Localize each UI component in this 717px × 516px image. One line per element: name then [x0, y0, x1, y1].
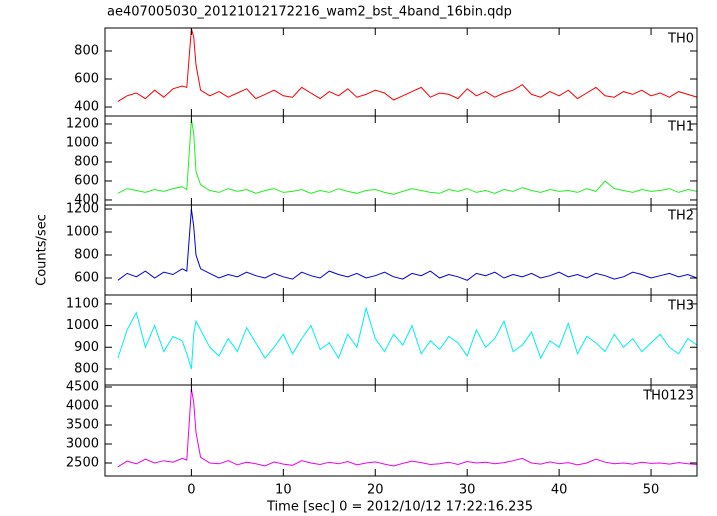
panel-frame [104, 384, 698, 477]
x-tick-label: 0 [187, 483, 195, 498]
chart-title: ae407005030_20121012172216_wam2_bst_4ban… [107, 5, 512, 20]
data-line [117, 388, 697, 468]
y-tick-label: 2500 [66, 456, 99, 471]
y-tick-label: 1000 [66, 225, 99, 240]
y-tick-label: 3000 [66, 437, 99, 452]
y-tick-label: 3500 [66, 418, 99, 433]
panel-label: TH0123 [642, 389, 694, 404]
y-tick-label: 800 [74, 43, 99, 58]
x-tick-label: 40 [551, 483, 568, 498]
y-tick-label: 600 [74, 72, 99, 87]
y-tick-label: 400 [74, 192, 99, 207]
data-line [117, 208, 697, 281]
data-line [117, 306, 697, 370]
panel-label: TH0 [667, 32, 694, 47]
y-tick-label: 4500 [66, 380, 99, 395]
y-axis-label: Counts/sec [35, 214, 50, 286]
y-tick-label: 1100 [66, 296, 99, 311]
y-tick-label: 600 [74, 270, 99, 285]
panel-label: TH3 [667, 299, 694, 314]
x-tick-label: 10 [275, 483, 292, 498]
y-tick-label: 600 [74, 173, 99, 188]
x-tick-label: 50 [643, 483, 660, 498]
y-tick-label: 800 [74, 154, 99, 169]
y-tick-label: 800 [74, 248, 99, 263]
x-tick-label: 20 [367, 483, 384, 498]
panel-label: TH2 [667, 209, 694, 224]
y-tick-label: 1000 [66, 135, 99, 150]
y-tick-label: 400 [74, 100, 99, 115]
y-tick-label: 900 [74, 340, 99, 355]
panel-label: TH1 [667, 120, 694, 135]
data-line [117, 28, 697, 102]
y-tick-label: 4000 [66, 399, 99, 414]
y-tick-label: 1200 [66, 116, 99, 131]
panel-frame [104, 204, 698, 296]
x-axis-label: Time [sec] 0 = 2012/10/12 17:22:16.235 [266, 500, 533, 515]
y-tick-label: 1200 [66, 202, 99, 217]
y-tick-label: 800 [74, 361, 99, 376]
data-line [117, 119, 697, 195]
x-tick-label: 30 [459, 483, 476, 498]
y-tick-label: 1000 [66, 318, 99, 333]
